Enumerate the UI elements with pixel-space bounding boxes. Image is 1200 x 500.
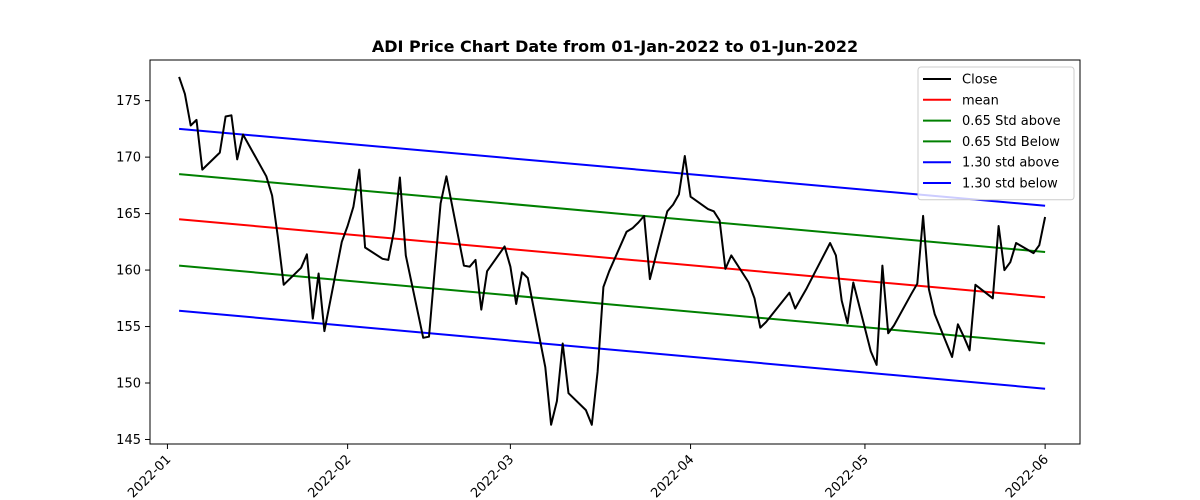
series-line-0-65-std-above [179, 173, 1046, 253]
y-tick-label: 155 [116, 320, 141, 335]
y-tick-label: 145 [116, 433, 141, 448]
legend-label: 0.65 Std above [962, 114, 1061, 129]
y-tick-label: 150 [116, 377, 141, 392]
series-line-1-30-std-above [179, 127, 1046, 207]
y-tick-label: 175 [116, 94, 141, 109]
chart-title: ADI Price Chart Date from 01-Jan-2022 to… [372, 37, 858, 56]
legend: Close mean 0.65 Std above 0.65 Std Below 1.3… [917, 66, 1075, 201]
plot-area [178, 76, 1047, 426]
legend-label: 1.30 std below [962, 177, 1058, 192]
y-tick-label: 165 [116, 207, 141, 222]
legend-label: 1.30 std above [962, 156, 1059, 171]
legend-label: mean [962, 93, 999, 108]
legend-label: 0.65 Std Below [962, 135, 1060, 150]
series-line-0-65-std-below [179, 264, 1046, 345]
legend-label: Close [962, 73, 997, 88]
series-line-mean [179, 218, 1046, 299]
legend-box [917, 66, 1075, 201]
series-line-close [178, 76, 1047, 426]
axes-frame [149, 59, 1081, 445]
y-tick-label: 170 [116, 151, 141, 166]
y-tick-label: 160 [116, 264, 141, 279]
